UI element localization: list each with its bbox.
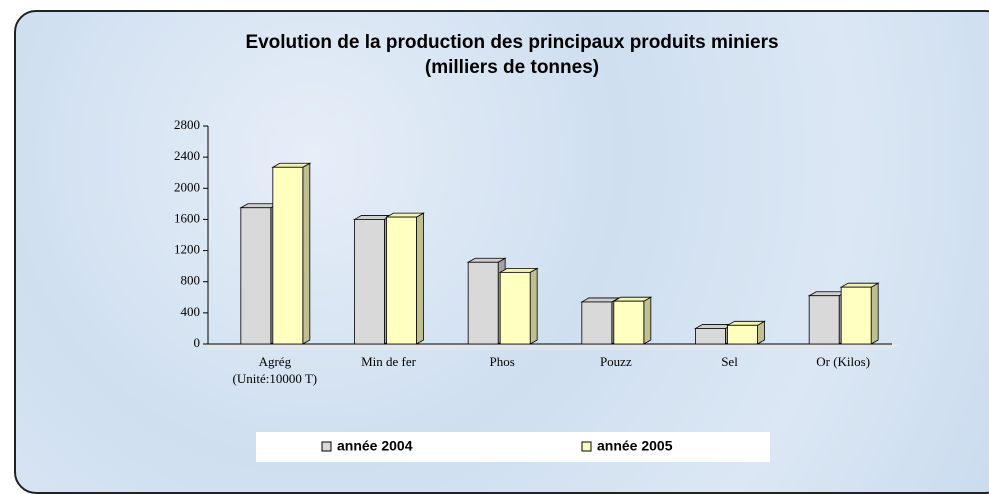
bar-top [693,324,735,329]
legend-swatch [581,441,592,452]
bar [386,216,417,345]
floor [208,344,900,350]
bar-top [384,212,426,218]
bar-top [612,296,653,302]
chart-frame [14,10,989,494]
legend-label: année 2004 [337,438,413,454]
bar [840,286,872,345]
x-tick-label: Phos [489,354,515,369]
bar [695,328,726,345]
x-tick-label: Min de fer [361,354,416,369]
y-tick-label: 1200 [174,242,200,257]
bar [272,166,304,345]
y-tick-label: 400 [181,304,201,319]
bar-side [870,282,879,345]
bar-top [271,162,312,168]
x-tick-label: Agrég (Unité:10000 T) [232,354,318,386]
x-tick-label: Or (Kilos) [816,354,871,369]
bar-side [302,162,311,345]
legend-box [256,432,770,462]
bar [581,301,613,345]
page: Evolution de la production des principau… [14,10,989,494]
y-tick-label: 0 [194,335,201,350]
bar-side [529,267,538,345]
y-tick-label: 2000 [174,179,200,194]
bar [613,300,645,345]
bar [499,271,531,345]
bar-top [498,267,539,273]
bar-side [643,296,652,345]
bar [354,219,385,345]
bar-top [725,320,767,326]
chart-subtitle: (milliers de tonnes) [425,57,599,78]
chart: Evolution de la production des principau… [174,32,900,462]
x-tick-label: Pouzz [599,354,632,369]
bar [467,261,499,345]
legend-label: année 2005 [597,438,673,454]
legend-swatch [321,441,332,452]
bar [808,295,840,345]
bar-top [239,203,280,209]
x-tick-label: Sel [721,354,738,369]
bar [240,207,272,345]
y-tick-label: 2400 [174,148,200,163]
chart-title: Evolution de la production des principau… [245,32,778,53]
y-tick-label: 1600 [174,210,200,225]
bar-top [466,257,507,263]
bar [727,324,758,345]
bar-side [416,212,424,345]
bar-top [839,282,880,288]
bar-top [807,291,848,297]
y-tick-label: 2800 [174,117,200,132]
y-tick-label: 800 [181,273,201,288]
